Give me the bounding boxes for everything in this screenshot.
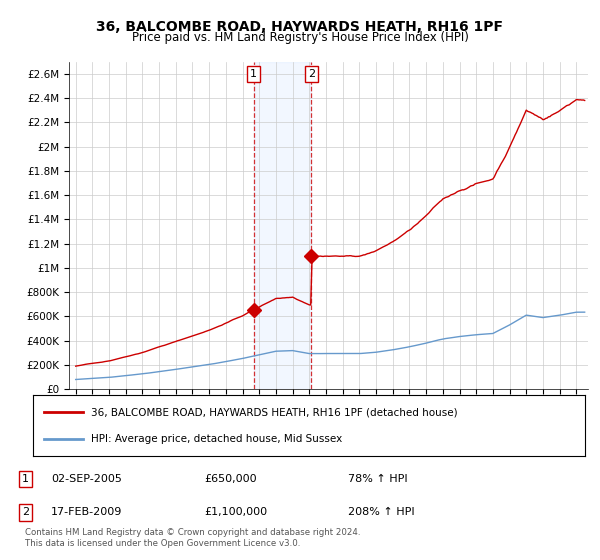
Text: 78% ↑ HPI: 78% ↑ HPI bbox=[348, 474, 407, 484]
Text: 2: 2 bbox=[308, 69, 315, 79]
Text: £650,000: £650,000 bbox=[204, 474, 257, 484]
Bar bbox=[254, 62, 311, 389]
Text: Contains HM Land Registry data © Crown copyright and database right 2024.
This d: Contains HM Land Registry data © Crown c… bbox=[25, 528, 361, 548]
Text: 2: 2 bbox=[22, 507, 29, 517]
Text: 1: 1 bbox=[250, 69, 257, 79]
Text: £1,100,000: £1,100,000 bbox=[204, 507, 267, 517]
Text: 36, BALCOMBE ROAD, HAYWARDS HEATH, RH16 1PF (detached house): 36, BALCOMBE ROAD, HAYWARDS HEATH, RH16 … bbox=[91, 407, 458, 417]
Text: 02-SEP-2005: 02-SEP-2005 bbox=[51, 474, 122, 484]
Text: 17-FEB-2009: 17-FEB-2009 bbox=[51, 507, 122, 517]
Text: 208% ↑ HPI: 208% ↑ HPI bbox=[348, 507, 415, 517]
Text: 36, BALCOMBE ROAD, HAYWARDS HEATH, RH16 1PF: 36, BALCOMBE ROAD, HAYWARDS HEATH, RH16 … bbox=[97, 20, 503, 34]
Text: Price paid vs. HM Land Registry's House Price Index (HPI): Price paid vs. HM Land Registry's House … bbox=[131, 31, 469, 44]
Text: HPI: Average price, detached house, Mid Sussex: HPI: Average price, detached house, Mid … bbox=[91, 434, 342, 444]
Text: 1: 1 bbox=[22, 474, 29, 484]
